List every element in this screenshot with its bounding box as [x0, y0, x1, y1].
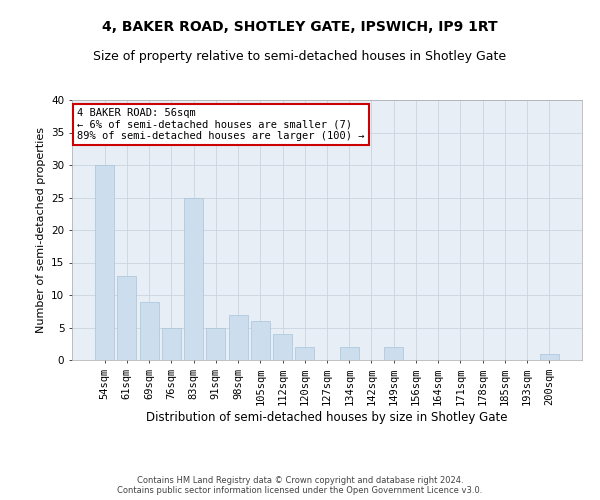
Bar — [295, 347, 314, 360]
Bar — [384, 347, 403, 360]
Text: Size of property relative to semi-detached houses in Shotley Gate: Size of property relative to semi-detach… — [94, 50, 506, 63]
Bar — [118, 276, 136, 360]
Bar — [206, 328, 225, 360]
Text: 4 BAKER ROAD: 56sqm
← 6% of semi-detached houses are smaller (7)
89% of semi-det: 4 BAKER ROAD: 56sqm ← 6% of semi-detache… — [77, 108, 365, 141]
Bar — [229, 314, 248, 360]
Bar — [340, 347, 359, 360]
Bar — [95, 165, 114, 360]
Bar — [184, 198, 203, 360]
X-axis label: Distribution of semi-detached houses by size in Shotley Gate: Distribution of semi-detached houses by … — [146, 410, 508, 424]
Bar — [162, 328, 181, 360]
Bar — [251, 321, 270, 360]
Text: Contains HM Land Registry data © Crown copyright and database right 2024.
Contai: Contains HM Land Registry data © Crown c… — [118, 476, 482, 495]
Bar — [140, 302, 158, 360]
Text: 4, BAKER ROAD, SHOTLEY GATE, IPSWICH, IP9 1RT: 4, BAKER ROAD, SHOTLEY GATE, IPSWICH, IP… — [102, 20, 498, 34]
Y-axis label: Number of semi-detached properties: Number of semi-detached properties — [35, 127, 46, 333]
Bar — [273, 334, 292, 360]
Bar — [540, 354, 559, 360]
